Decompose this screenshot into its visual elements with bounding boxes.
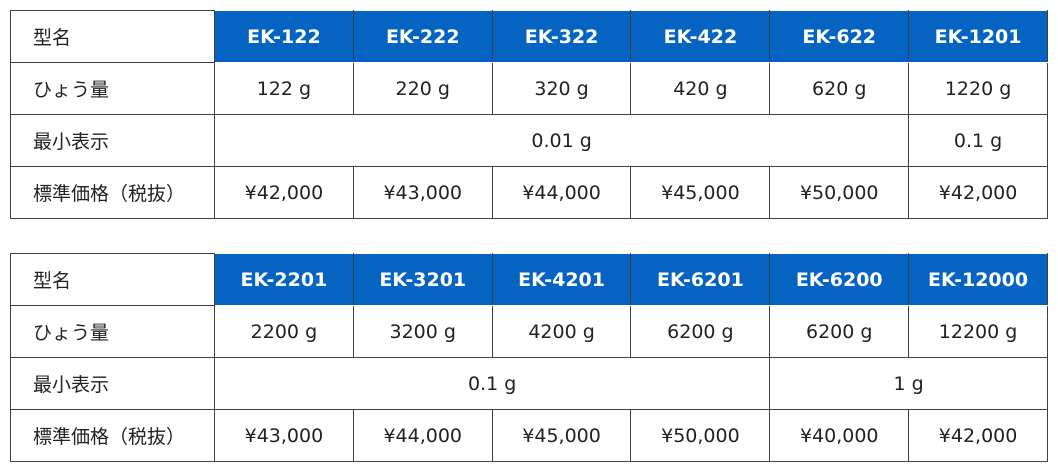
- row: 最小表示 0.01 g 0.1 g: [10, 114, 1048, 167]
- model: EK-122: [214, 10, 354, 63]
- spec-table: 型名 EK-2201 EK-3201 EK-4201 EK-6201 EK-62…: [10, 253, 1048, 462]
- row: ひょう量 2200 g 3200 g 4200 g 6200 g 6200 g …: [10, 305, 1048, 358]
- model: EK-622: [769, 10, 910, 63]
- header-row: 型名 EK-122 EK-222 EK-322 EK-422 EK-622 EK…: [10, 10, 1048, 63]
- cell: ¥43,000: [352, 166, 493, 219]
- model: EK-322: [491, 10, 632, 63]
- row-label: 最小表示: [10, 357, 215, 410]
- row-label: ひょう量: [10, 305, 215, 358]
- cell: 2200 g: [214, 305, 354, 358]
- row-label: ひょう量: [10, 62, 215, 115]
- cell: 620 g: [769, 62, 910, 115]
- row: 標準価格（税抜） ¥42,000 ¥43,000 ¥44,000 ¥45,000…: [10, 166, 1048, 219]
- row: 標準価格（税抜） ¥43,000 ¥44,000 ¥45,000 ¥50,000…: [10, 409, 1048, 462]
- spec-table: 型名 EK-122 EK-222 EK-322 EK-422 EK-622 EK…: [10, 10, 1048, 219]
- cell: ¥42,000: [908, 409, 1048, 462]
- cell: ¥44,000: [352, 409, 493, 462]
- cell: ¥42,000: [908, 166, 1048, 219]
- cell: 320 g: [491, 62, 632, 115]
- model: EK-422: [630, 10, 771, 63]
- cell: ¥50,000: [630, 409, 771, 462]
- row-label: 最小表示: [10, 114, 215, 167]
- cell: 4200 g: [491, 305, 632, 358]
- header-label: 型名: [10, 10, 215, 63]
- cell: ¥45,000: [630, 166, 771, 219]
- model: EK-4201: [491, 253, 632, 306]
- model: EK-1201: [908, 10, 1048, 63]
- cell: 122 g: [214, 62, 354, 115]
- cell: 1 g: [769, 357, 1048, 410]
- model: EK-6201: [630, 253, 771, 306]
- row: 最小表示 0.1 g 1 g: [10, 357, 1048, 410]
- cell: 12200 g: [908, 305, 1048, 358]
- cell: 0.1 g: [213, 357, 771, 410]
- cell: ¥45,000: [491, 409, 632, 462]
- cell: ¥44,000: [491, 166, 632, 219]
- model: EK-12000: [908, 253, 1048, 306]
- cell: ¥43,000: [214, 409, 354, 462]
- row: ひょう量 122 g 220 g 320 g 420 g 620 g 1220 …: [10, 62, 1048, 115]
- cell: 0.1 g: [908, 114, 1048, 167]
- cell: 6200 g: [769, 305, 910, 358]
- cell: 3200 g: [352, 305, 493, 358]
- row-label: 標準価格（税抜）: [10, 166, 215, 219]
- model: EK-6200: [769, 253, 910, 306]
- cell: ¥42,000: [214, 166, 354, 219]
- model: EK-3201: [352, 253, 493, 306]
- cell: ¥50,000: [769, 166, 910, 219]
- cell: 220 g: [352, 62, 493, 115]
- cell: 6200 g: [630, 305, 771, 358]
- cell: ¥40,000: [769, 409, 910, 462]
- model: EK-222: [352, 10, 493, 63]
- cell: 0.01 g: [213, 114, 910, 167]
- cell: 1220 g: [908, 62, 1048, 115]
- row-label: 標準価格（税抜）: [10, 409, 215, 462]
- model: EK-2201: [214, 253, 354, 306]
- header-row: 型名 EK-2201 EK-3201 EK-4201 EK-6201 EK-62…: [10, 253, 1048, 306]
- cell: 420 g: [630, 62, 771, 115]
- header-label: 型名: [10, 253, 215, 306]
